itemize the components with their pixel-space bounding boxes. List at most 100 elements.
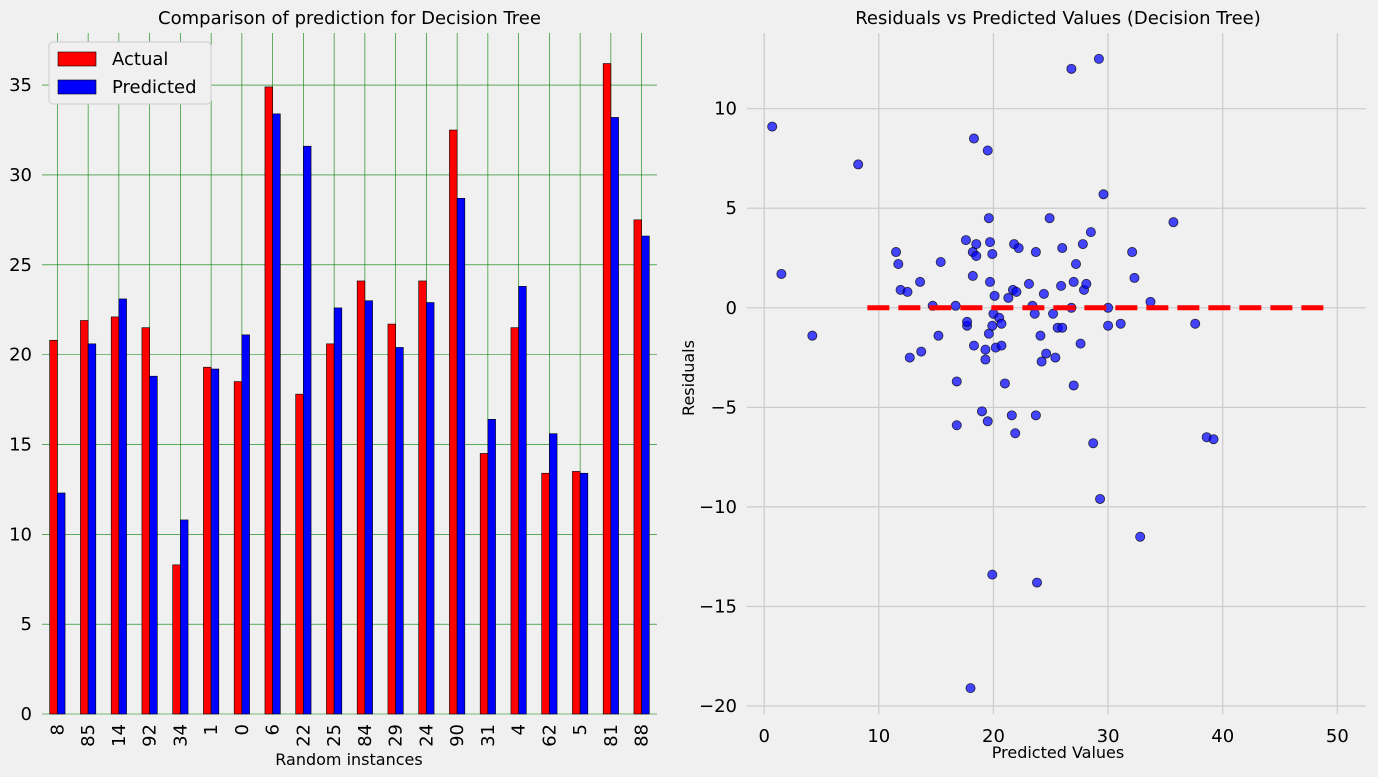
x-tick-label: 14 — [109, 724, 130, 747]
scatter-point — [1115, 318, 1126, 329]
bar-actual — [141, 327, 150, 715]
x-tick-label: 81 — [601, 724, 622, 747]
scatter-point — [989, 290, 1000, 301]
scatter-point — [1030, 410, 1041, 421]
x-tick-label: 25 — [324, 724, 345, 747]
bar-actual — [203, 366, 212, 715]
x-axis-label: Predicted Values — [992, 743, 1124, 762]
y-tick-label: 25 — [9, 255, 32, 276]
bar-actual — [602, 63, 612, 715]
x-tick-label: 1 — [201, 724, 222, 735]
scatter-point — [807, 330, 818, 341]
scatter-point — [1093, 53, 1104, 64]
chart-title: Comparison of prediction for Decision Tr… — [158, 8, 541, 29]
scatter-point — [1013, 243, 1024, 254]
y-tick-label: 20 — [9, 345, 32, 366]
bar-predicted — [149, 375, 158, 715]
scatter-point — [968, 133, 979, 144]
scatter-point — [1003, 292, 1014, 303]
scatter-point — [1103, 320, 1114, 331]
bar-actual — [449, 129, 458, 715]
bar-predicted — [57, 492, 66, 715]
scatter-point — [1032, 577, 1043, 588]
scatter-point — [1030, 247, 1041, 258]
scatter-point — [1057, 243, 1068, 254]
bar-predicted — [333, 307, 343, 715]
bar-actual — [49, 339, 58, 715]
scatter-point — [1145, 296, 1156, 307]
scatter-point — [971, 251, 982, 262]
scatter-point — [1068, 276, 1079, 287]
scatter-point — [1050, 352, 1061, 363]
x-tick-label: 30 — [1097, 726, 1120, 747]
scatter-point — [891, 247, 902, 258]
bar-actual — [541, 472, 550, 715]
scatter-point — [1135, 531, 1146, 542]
x-tick-label: 92 — [140, 724, 161, 747]
scatter-point — [1023, 278, 1034, 289]
bar-predicted — [180, 519, 189, 715]
x-tick-label: 22 — [293, 724, 314, 747]
bar-actual — [80, 320, 89, 715]
x-tick-label: 20 — [982, 726, 1005, 747]
scatter-point — [950, 300, 961, 311]
scatter-point — [985, 237, 996, 248]
scatter-point — [1010, 428, 1021, 439]
bar-predicted — [210, 368, 220, 715]
x-tick-label: 34 — [170, 724, 191, 747]
x-tick-label: 50 — [1326, 726, 1349, 747]
bar-actual — [510, 327, 519, 715]
bar-predicted — [87, 343, 97, 715]
scatter-point — [1168, 217, 1179, 228]
scatter-point — [960, 235, 971, 246]
scatter-point — [1095, 493, 1106, 504]
scatter-point — [935, 256, 946, 267]
y-tick-label: 10 — [9, 524, 32, 545]
scatter-point — [776, 268, 787, 279]
bar-predicted — [518, 286, 527, 715]
bar-predicted — [456, 198, 466, 715]
legend-label: Predicted — [112, 77, 197, 98]
scatter-point — [1011, 286, 1022, 297]
scatter-point — [1190, 318, 1201, 329]
x-tick-label: 90 — [447, 724, 468, 747]
bar-actual — [356, 280, 366, 715]
scatter-chart-residuals: 0 10 20 30 40 50 −20 −15 −10 −5 0 5 10 Residuals vs P… — [679, 8, 1366, 762]
scatter-point — [916, 346, 927, 357]
scatter-point — [1038, 288, 1049, 299]
legend-swatch — [57, 51, 97, 67]
x-tick-label: 5 — [570, 724, 591, 735]
x-tick-label: 40 — [1211, 726, 1234, 747]
scatter-point — [1088, 438, 1099, 449]
y-tick-label: 15 — [9, 434, 32, 455]
scatter-point — [1075, 338, 1086, 349]
x-axis-label: Random instances — [275, 750, 422, 769]
legend: Actual Predicted — [48, 41, 212, 105]
bar-predicted — [579, 472, 589, 715]
bar-predicted — [395, 347, 404, 715]
bar-predicted — [610, 117, 619, 715]
x-tick-label: 6 — [263, 724, 284, 735]
bar-predicted — [364, 300, 373, 715]
x-tick-label: 8 — [47, 724, 68, 735]
bar-actual — [110, 316, 120, 715]
scatter-point — [893, 258, 904, 269]
x-tick-label: 31 — [478, 724, 499, 747]
scatter-point — [1098, 189, 1109, 200]
bar-actual — [387, 323, 396, 715]
scatter-point — [1029, 308, 1040, 319]
plot-area — [42, 33, 657, 714]
bar-predicted — [303, 145, 312, 715]
scatter-point — [1041, 348, 1052, 359]
bar-actual — [233, 381, 243, 715]
scatter-point — [1077, 239, 1088, 250]
x-tick-label: 10 — [867, 726, 890, 747]
scatter-point — [1085, 227, 1096, 238]
bar-actual — [633, 219, 642, 715]
scatter-point — [1006, 410, 1017, 421]
scatter-point — [1127, 247, 1138, 258]
x-tick-label: 85 — [78, 724, 99, 747]
legend-label: Actual — [112, 49, 168, 70]
scatter-point — [1048, 308, 1059, 319]
y-tick-label: −20 — [699, 696, 737, 717]
